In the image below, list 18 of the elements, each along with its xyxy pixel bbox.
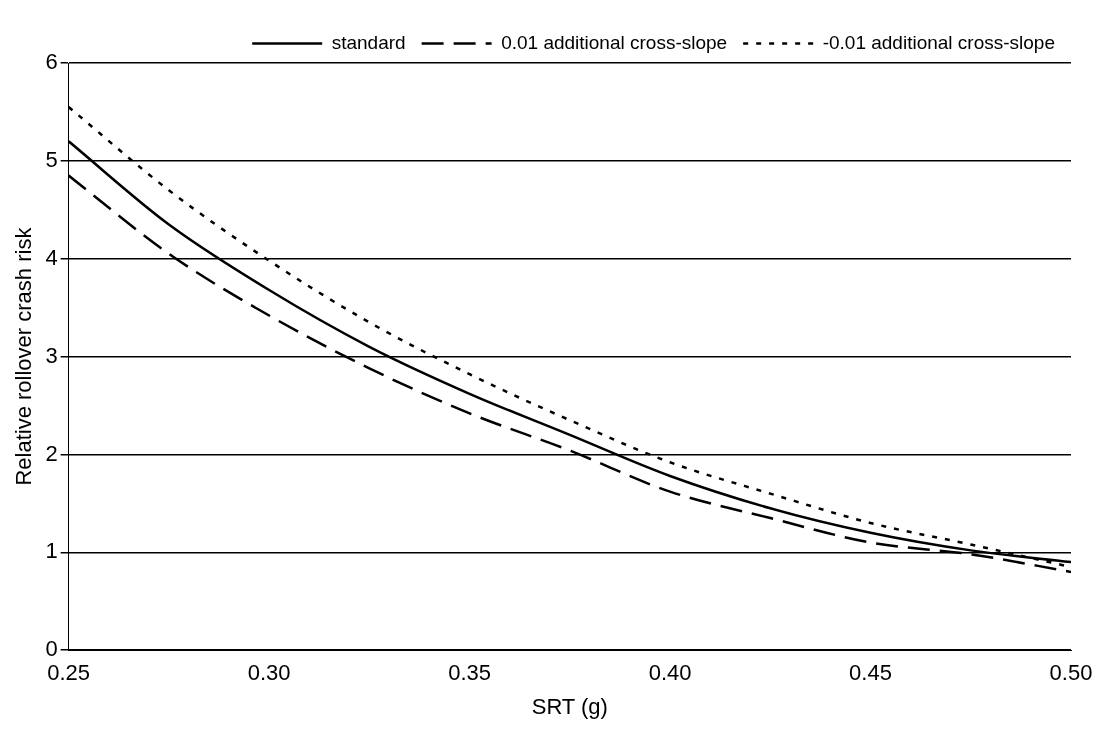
x-tick-label: 0.30 [247, 660, 291, 686]
y-tick-label: 6 [45, 49, 58, 75]
y-axis-title: Relative rollover crash risk [11, 226, 37, 486]
y-tick-label: 1 [45, 538, 58, 564]
y-tick-label: 3 [45, 342, 58, 368]
y-tick-label: 0 [45, 636, 58, 662]
x-tick-label: 0.40 [648, 660, 692, 686]
x-tick-label: 0.50 [1049, 660, 1093, 686]
legend-label: -0.01 additional cross-slope [822, 31, 1056, 53]
x-axis-title: SRT (g) [531, 693, 608, 719]
legend-label: standard [331, 31, 406, 53]
y-tick-label: 5 [45, 146, 58, 172]
legend-label: 0.01 additional cross-slope [501, 31, 728, 53]
y-tick-label: 2 [45, 440, 58, 466]
x-tick-label: 0.25 [47, 660, 91, 686]
x-tick-label: 0.45 [849, 660, 892, 686]
x-tick-label: 0.35 [448, 660, 491, 686]
y-tick-label: 4 [45, 244, 58, 270]
